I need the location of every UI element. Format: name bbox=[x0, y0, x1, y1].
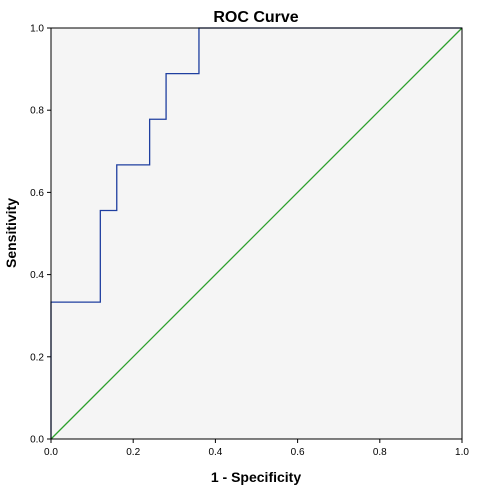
y-axis-label: Sensitivity bbox=[3, 198, 19, 268]
roc-curve-line bbox=[50, 27, 462, 439]
x-tick-label-1: 0.2 bbox=[126, 447, 140, 458]
x-tick-label-0: 0.0 bbox=[44, 447, 58, 458]
x-tick-label-3: 0.6 bbox=[291, 447, 305, 458]
y-tick-label-5: 1.0 bbox=[30, 24, 44, 35]
y-tick-label-0: 0.0 bbox=[30, 435, 44, 446]
y-tick-label-3: 0.6 bbox=[30, 188, 44, 199]
x-axis-ticks: 0.0 0.2 0.4 0.6 0.8 1.0 bbox=[44, 439, 469, 458]
y-tick-label-4: 0.8 bbox=[30, 106, 44, 117]
x-axis-label: 1 - Specificity bbox=[211, 469, 301, 485]
plot-frame bbox=[50, 27, 463, 440]
x-tick-label-2: 0.4 bbox=[208, 447, 222, 458]
chart-title: ROC Curve bbox=[213, 9, 298, 26]
reference-diagonal-line bbox=[50, 27, 463, 440]
x-tick-label-5: 1.0 bbox=[455, 447, 469, 458]
y-tick-label-2: 0.4 bbox=[30, 270, 44, 281]
x-tick-label-4: 0.8 bbox=[373, 447, 387, 458]
series-layer bbox=[50, 27, 463, 440]
y-axis-ticks: 0.0 0.2 0.4 0.6 0.8 1.0 bbox=[30, 24, 51, 446]
y-tick-label-1: 0.2 bbox=[30, 352, 44, 363]
